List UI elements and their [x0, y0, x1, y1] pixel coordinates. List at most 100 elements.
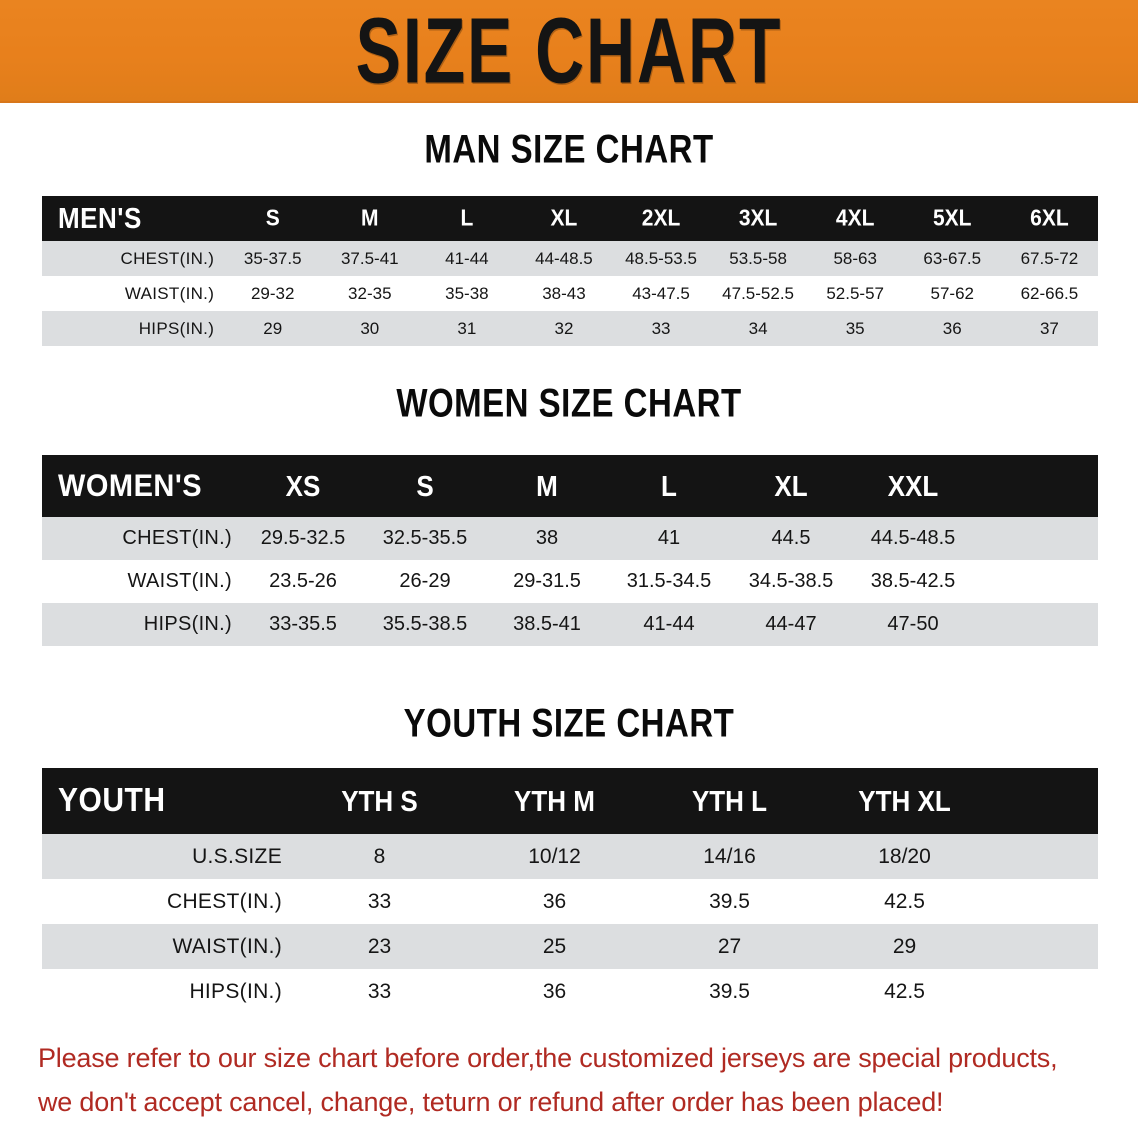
- men-column-header: S: [265, 205, 280, 231]
- measurement-cell: 47.5-52.5: [722, 283, 795, 303]
- measurement-cell: 43-47.5: [632, 283, 690, 303]
- measurement-cell: 32: [554, 318, 574, 338]
- measurement-cell: 8: [373, 844, 386, 868]
- measurement-cell: 23.5-26: [269, 570, 337, 592]
- measurement-cell: 34: [748, 318, 768, 338]
- youth-column-header-empty: [992, 765, 1098, 838]
- row-label: CHEST(IN.): [122, 527, 232, 549]
- section-title-man: MAN SIZE CHART: [424, 125, 714, 171]
- measurement-cell: 44.5: [771, 527, 811, 549]
- men-column-header: XL: [550, 205, 578, 231]
- row-label: WAIST(IN.): [127, 570, 232, 592]
- measurement-cell: 41: [657, 527, 681, 549]
- table-row: WAIST(IN.) 23 25 27 29: [42, 924, 1098, 969]
- row-label: U.S.SIZE: [192, 844, 282, 868]
- measurement-cell: 57-62: [930, 283, 974, 303]
- table-row: WAIST(IN.) 29-32 32-35 35-38 38-43 43-47.5 47.…: [42, 276, 1098, 311]
- measurement-cell: 34.5-38.5: [748, 570, 834, 592]
- measurement-cell: 25: [542, 934, 567, 958]
- measurement-cell-empty: [974, 603, 1098, 646]
- row-label: HIPS(IN.): [189, 979, 282, 1003]
- youth-header-row: YOUTH YTH S YTH M YTH L YTH XL: [42, 768, 1098, 834]
- men-column-header: 2XL: [641, 205, 681, 231]
- men-size-table: MEN'S S M L XL 2XL 3XL 4XL 5XL 6XL CHEST(IN.) 35-37…: [42, 196, 1098, 346]
- youth-column-header: YTH L: [691, 783, 768, 817]
- measurement-cell: 36: [542, 979, 567, 1003]
- section-title-youth: YOUTH SIZE CHART: [403, 699, 735, 745]
- women-column-header: M: [536, 468, 558, 502]
- disclaimer-line-1: Please refer to our size chart before or…: [38, 1043, 1058, 1073]
- measurement-cell: 48.5-53.5: [625, 248, 697, 268]
- measurement-cell: 32.5-35.5: [382, 527, 468, 549]
- disclaimer-line-2: we don't accept cancel, change, teturn o…: [38, 1087, 944, 1117]
- measurement-cell: 18/20: [878, 844, 931, 868]
- measurement-cell-empty: [974, 560, 1098, 603]
- men-row-header-label: MEN'S: [58, 201, 142, 235]
- measurement-cell: 39.5: [709, 979, 750, 1003]
- measurement-cell: 44-48.5: [535, 248, 593, 268]
- measurement-cell-empty: [992, 834, 1098, 879]
- table-row: HIPS(IN.) 33-35.5 35.5-38.5 38.5-41 41-44 44-…: [42, 603, 1098, 646]
- measurement-cell: 36: [542, 889, 567, 913]
- women-column-header: XXL: [887, 468, 939, 502]
- measurement-cell: 35-38: [445, 283, 489, 303]
- men-column-header: 5XL: [933, 205, 972, 231]
- measurement-cell: 42.5: [884, 979, 925, 1003]
- measurement-cell: 27: [717, 934, 742, 958]
- youth-column-header: YTH M: [514, 783, 595, 817]
- measurement-cell: 35-37.5: [243, 248, 302, 268]
- measurement-cell: 41-44: [445, 248, 489, 268]
- section-title-women: WOMEN SIZE CHART: [396, 379, 742, 425]
- women-column-header: XL: [774, 468, 808, 502]
- row-label: CHEST(IN.): [167, 889, 282, 913]
- measurement-cell: 33: [367, 979, 392, 1003]
- measurement-cell: 62-66.5: [1020, 283, 1079, 303]
- row-label: HIPS(IN.): [138, 318, 215, 338]
- measurement-cell: 31: [457, 318, 477, 338]
- row-label: CHEST(IN.): [120, 248, 215, 268]
- women-column-header-empty: [974, 452, 1098, 520]
- measurement-cell: 38: [535, 527, 559, 549]
- measurement-cell: 30: [360, 318, 380, 338]
- measurement-cell-empty: [992, 879, 1098, 924]
- measurement-cell: 41-44: [643, 613, 695, 635]
- measurement-cell: 36: [942, 318, 962, 338]
- measurement-cell-empty: [992, 969, 1098, 1014]
- men-column-header: 6XL: [1030, 205, 1069, 231]
- table-row: CHEST(IN.) 35-37.5 37.5-41 41-44 44-48.5 48.5…: [42, 241, 1098, 276]
- women-row-header-label: WOMEN'S: [58, 467, 203, 504]
- measurement-cell: 39.5: [709, 889, 750, 913]
- youth-size-table: YOUTH YTH S YTH M YTH L YTH XL U.S.SIZE 8 10/12…: [42, 768, 1098, 1014]
- measurement-cell: 42.5: [884, 889, 925, 913]
- table-row: HIPS(IN.) 29 30 31 32 33 34 35 36 37: [42, 311, 1098, 346]
- table-row: U.S.SIZE 8 10/12 14/16 18/20: [42, 834, 1098, 879]
- measurement-cell: 26-29: [399, 570, 451, 592]
- measurement-cell: 23: [367, 934, 392, 958]
- measurement-cell: 38-43: [542, 283, 586, 303]
- measurement-cell: 58-63: [833, 248, 877, 268]
- measurement-cell: 37: [1039, 318, 1059, 338]
- measurement-cell: 35: [845, 318, 865, 338]
- measurement-cell: 38.5-41: [513, 613, 581, 635]
- measurement-cell: 44.5-48.5: [870, 527, 956, 549]
- row-label: WAIST(IN.): [172, 934, 282, 958]
- table-row: CHEST(IN.) 33 36 39.5 42.5: [42, 879, 1098, 924]
- row-label: HIPS(IN.): [143, 613, 232, 635]
- women-column-header: S: [416, 468, 434, 502]
- measurement-cell: 31.5-34.5: [626, 570, 712, 592]
- measurement-cell: 14/16: [703, 844, 756, 868]
- measurement-cell: 33-35.5: [269, 613, 337, 635]
- men-column-header: M: [361, 205, 379, 231]
- row-label: WAIST(IN.): [124, 283, 215, 303]
- youth-row-header-label: YOUTH: [58, 782, 166, 819]
- measurement-cell: 29: [263, 318, 283, 338]
- disclaimer-text: Please refer to our size chart before or…: [38, 1036, 1102, 1124]
- youth-column-header: YTH S: [341, 783, 418, 817]
- table-row: CHEST(IN.) 29.5-32.5 32.5-35.5 38 41 44.5 44.5…: [42, 517, 1098, 560]
- measurement-cell: 52.5-57: [826, 283, 885, 303]
- measurement-cell: 67.5-72: [1020, 248, 1079, 268]
- measurement-cell: 38.5-42.5: [870, 570, 956, 592]
- measurement-cell: 33: [651, 318, 671, 338]
- measurement-cell: 29-31.5: [513, 570, 581, 592]
